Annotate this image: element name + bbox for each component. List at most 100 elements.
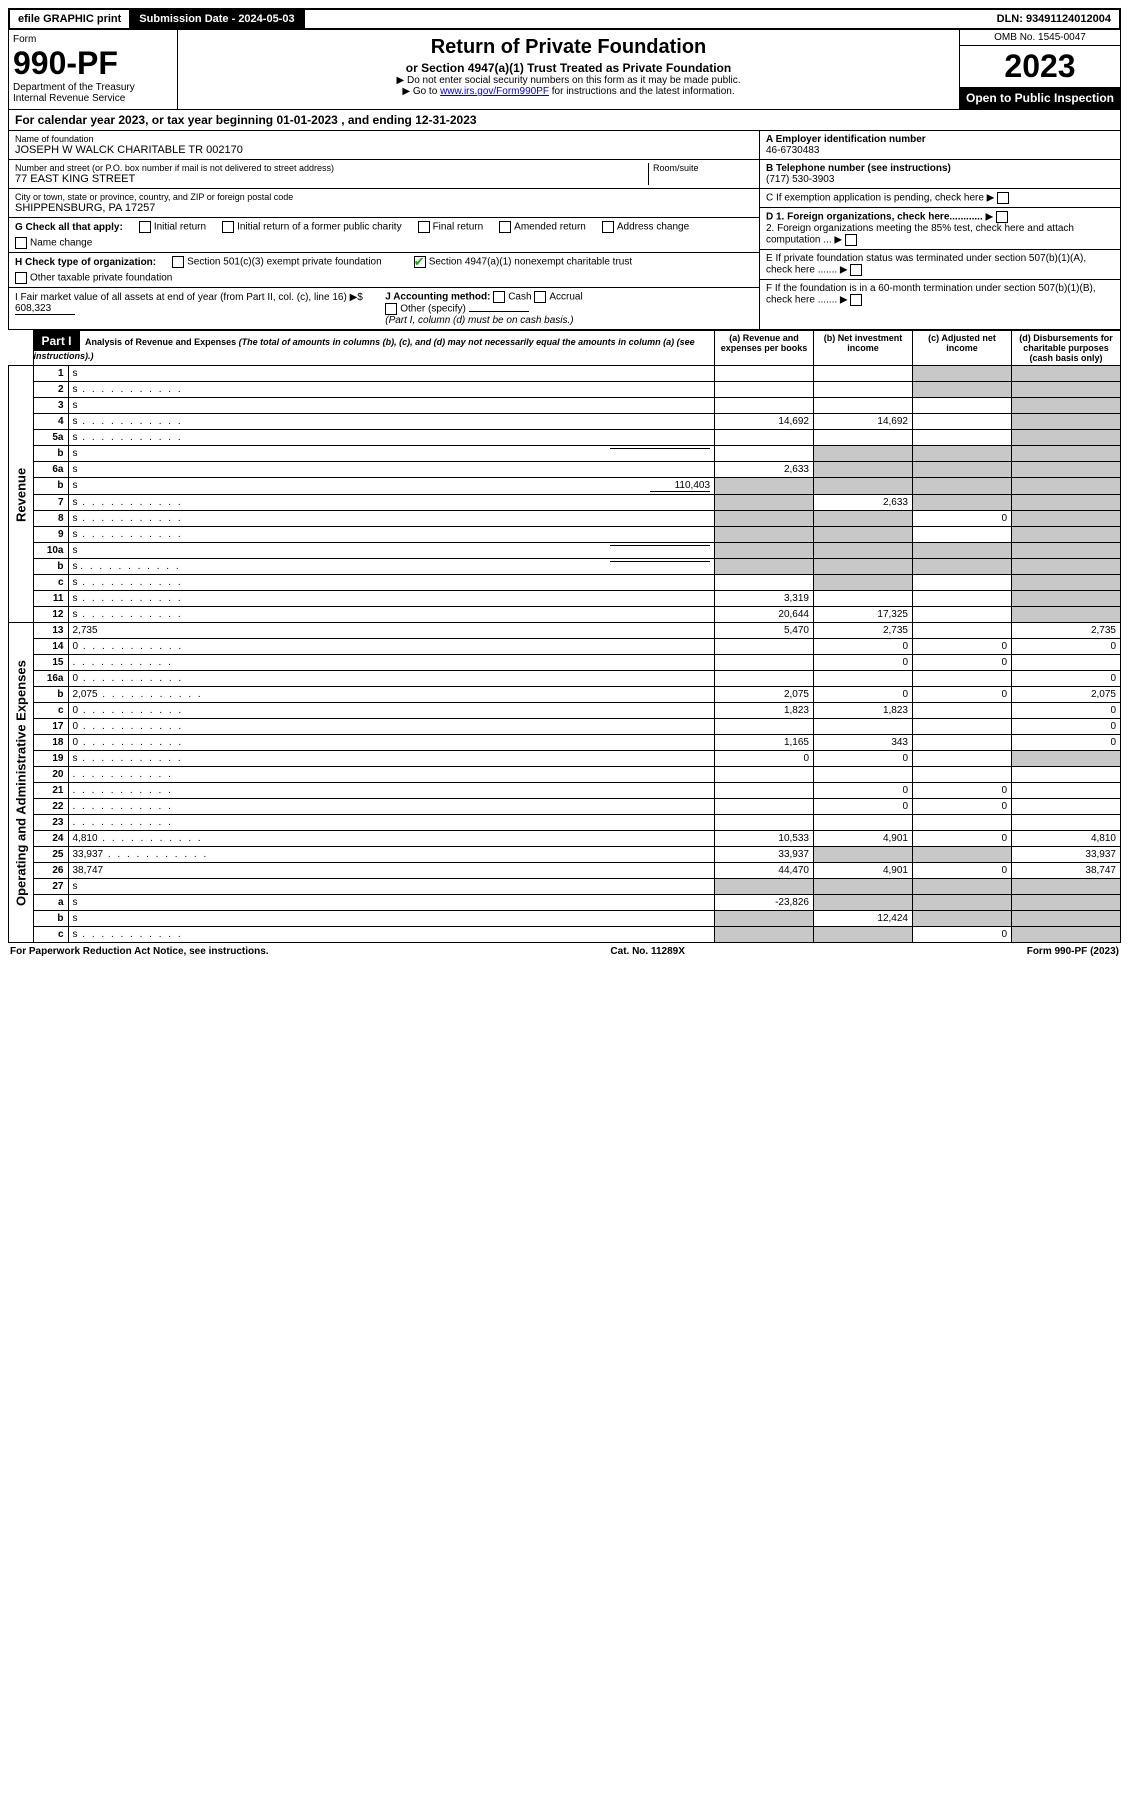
table-row: 19s00 [9, 751, 1121, 767]
cell-c [913, 398, 1012, 414]
chk-accrual[interactable] [534, 291, 546, 303]
section-h: H Check type of organization: Section 50… [9, 253, 759, 288]
top-bar: efile GRAPHIC print Submission Date - 20… [8, 8, 1121, 30]
cell-b: 343 [814, 735, 913, 751]
line-description: 2,735 [68, 623, 715, 639]
cell-d [1012, 911, 1121, 927]
chk-initial-return[interactable] [139, 221, 151, 233]
line-number: 2 [33, 382, 68, 398]
cell-a: 20,644 [715, 607, 814, 623]
cell-b [814, 543, 913, 559]
line-number: b [33, 478, 68, 495]
table-row: as-23,826 [9, 895, 1121, 911]
table-row: 23 [9, 815, 1121, 831]
cell-d [1012, 927, 1121, 943]
cell-a [715, 799, 814, 815]
line-description: 2,075 [68, 687, 715, 703]
cell-d: 2,075 [1012, 687, 1121, 703]
line-description: 33,937 [68, 847, 715, 863]
col-c-header: (c) Adjusted net income [913, 331, 1012, 366]
cell-b: 2,735 [814, 623, 913, 639]
chk-4947[interactable] [414, 256, 426, 268]
chk-foreign-org[interactable] [996, 211, 1008, 223]
section-f: F If the foundation is in a 60-month ter… [760, 280, 1120, 309]
cell-b [814, 446, 913, 462]
cell-a [715, 671, 814, 687]
foundation-name: JOSEPH W WALCK CHARITABLE TR 002170 [15, 144, 753, 156]
cell-b [814, 847, 913, 863]
chk-other-taxable[interactable] [15, 272, 27, 284]
cell-a [715, 430, 814, 446]
form-header: Form 990-PF Department of the Treasury I… [8, 30, 1121, 110]
table-row: 16a00 [9, 671, 1121, 687]
line-number: b [33, 687, 68, 703]
chk-name-change[interactable] [15, 237, 27, 249]
cell-c [913, 671, 1012, 687]
chk-amended[interactable] [499, 221, 511, 233]
table-row: 2533,93733,93733,937 [9, 847, 1121, 863]
cell-c: 0 [913, 863, 1012, 879]
table-row: cs0 [9, 927, 1121, 943]
irs-link[interactable]: www.irs.gov/Form990PF [440, 86, 549, 97]
hint-link-row: ▶ Go to www.irs.gov/Form990PF for instru… [182, 86, 955, 97]
cell-c [913, 543, 1012, 559]
chk-exemption-pending[interactable] [997, 192, 1009, 204]
line-number: 1 [33, 366, 68, 382]
chk-other-method[interactable] [385, 303, 397, 315]
cell-c [913, 719, 1012, 735]
tax-year: 2023 [960, 46, 1120, 87]
line-description [68, 783, 715, 799]
cell-b [814, 815, 913, 831]
chk-terminated[interactable] [850, 264, 862, 276]
cell-b [814, 511, 913, 527]
line-description: s 110,403 [68, 478, 715, 495]
line-number: 20 [33, 767, 68, 783]
table-row: 27s [9, 879, 1121, 895]
cell-b: 0 [814, 687, 913, 703]
chk-final-return[interactable] [418, 221, 430, 233]
irs: Internal Revenue Service [13, 93, 173, 104]
line-number: 6a [33, 462, 68, 478]
cell-c [913, 414, 1012, 430]
cell-a [715, 575, 814, 591]
cell-a: 10,533 [715, 831, 814, 847]
cell-b [814, 527, 913, 543]
cell-a [715, 478, 814, 495]
chk-foreign-85[interactable] [845, 234, 857, 246]
cell-b [814, 767, 913, 783]
cell-a [715, 927, 814, 943]
cell-a: 0 [715, 751, 814, 767]
chk-501c3[interactable] [172, 256, 184, 268]
cell-a: 3,319 [715, 591, 814, 607]
cell-c: 0 [913, 831, 1012, 847]
table-row: 7s2,633 [9, 495, 1121, 511]
table-row: bs [9, 446, 1121, 462]
cell-d [1012, 751, 1121, 767]
col-d-header: (d) Disbursements for charitable purpose… [1012, 331, 1121, 366]
cell-a: 44,470 [715, 863, 814, 879]
cell-b: 0 [814, 639, 913, 655]
section-d: D 1. Foreign organizations, check here..… [760, 208, 1120, 250]
chk-cash[interactable] [493, 291, 505, 303]
line-description: s [68, 927, 715, 943]
cell-b [814, 575, 913, 591]
chk-60-month[interactable] [850, 294, 862, 306]
line-description: s [68, 591, 715, 607]
cell-b: 4,901 [814, 863, 913, 879]
table-row: bs 110,403 [9, 478, 1121, 495]
line-number: b [33, 446, 68, 462]
phone-label: B Telephone number (see instructions) [766, 163, 951, 174]
city-label: City or town, state or province, country… [15, 192, 753, 202]
cell-c [913, 430, 1012, 446]
chk-initial-former[interactable] [222, 221, 234, 233]
chk-address-change[interactable] [602, 221, 614, 233]
table-row: 6as2,633 [9, 462, 1121, 478]
ein-label: A Employer identification number [766, 134, 926, 145]
cell-d: 4,810 [1012, 831, 1121, 847]
cell-a [715, 543, 814, 559]
cell-d: 0 [1012, 735, 1121, 751]
line-description: s [68, 751, 715, 767]
line-description: 0 [68, 639, 715, 655]
line-number: c [33, 927, 68, 943]
cell-c [913, 559, 1012, 575]
